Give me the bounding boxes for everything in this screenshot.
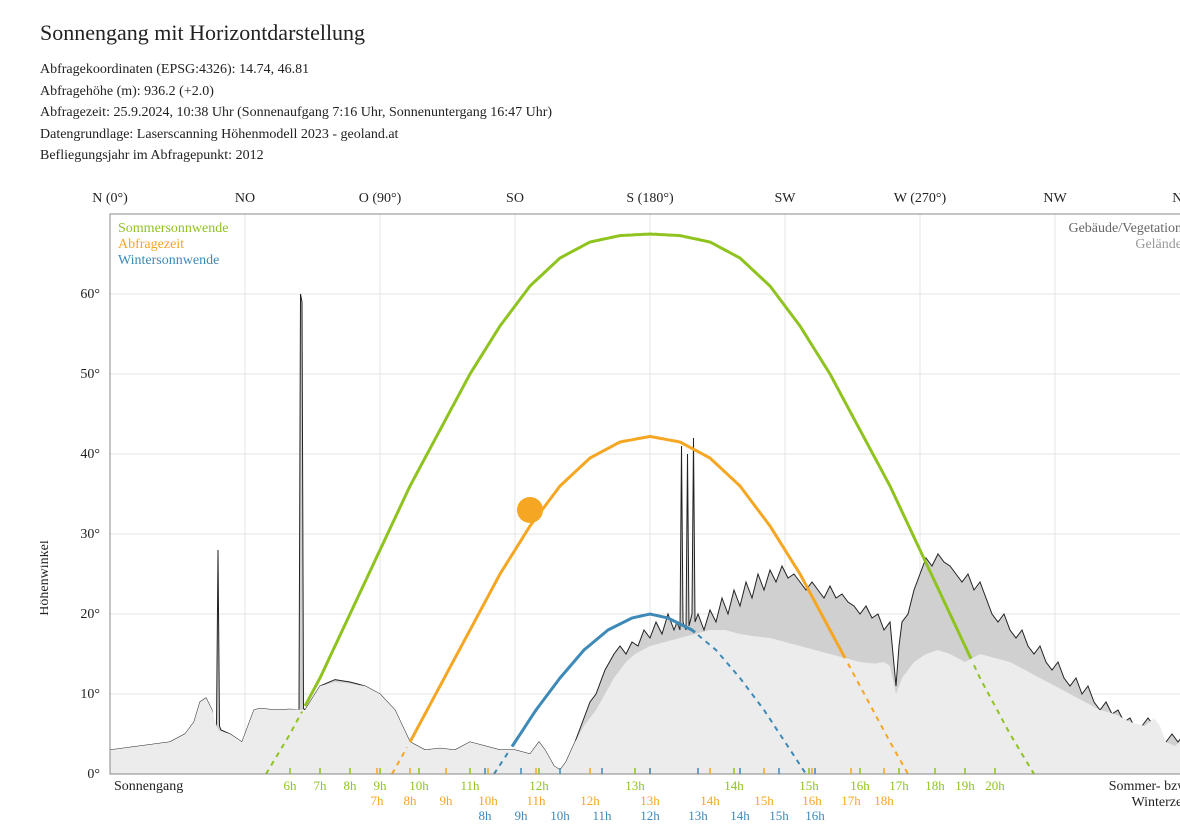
hour-label: 15h: [754, 793, 774, 808]
legend-summer: Sommersonnwende: [118, 221, 228, 236]
compass-label: S (180°): [626, 191, 674, 206]
page-title: Sonnengang mit Horizontdarstellung: [40, 20, 1140, 46]
hour-label: 11h: [460, 778, 480, 793]
hour-label: 7h: [371, 793, 385, 808]
hour-label: 10h: [409, 778, 429, 793]
ytick-label: 20°: [80, 607, 100, 622]
compass-label: N (0°): [92, 191, 128, 206]
compass-label: O (90°): [359, 191, 402, 206]
compass-label: NW: [1043, 191, 1067, 206]
meta-flight: Befliegungsjahr im Abfragepunkt: 2012: [40, 146, 1140, 166]
legend-vegetation: Gebäude/Vegetation: [1068, 221, 1180, 236]
hour-label: 13h: [625, 778, 645, 793]
hour-label: 17h: [889, 778, 909, 793]
hour-label: 14h: [700, 793, 720, 808]
hour-label: 12h: [580, 793, 600, 808]
ytick-label: 10°: [80, 687, 100, 702]
legend-winter: Wintersonnwende: [118, 253, 219, 268]
hour-label: 16h: [850, 778, 870, 793]
legend-land: Gelände: [1135, 237, 1180, 252]
meta-coords: Abfragekoordinaten (EPSG:4326): 14.74, 4…: [40, 60, 1140, 80]
hour-label: 12h: [529, 778, 549, 793]
yaxis-title: Höhenwinkel: [40, 540, 52, 616]
hour-label: 15h: [799, 778, 819, 793]
hour-label: 14h: [724, 778, 744, 793]
hour-label: 17h: [841, 793, 861, 808]
meta-source: Datengrundlage: Laserscanning Höhenmodel…: [40, 125, 1140, 145]
sun-marker: [517, 497, 543, 523]
legend-query: Abfragezeit: [118, 237, 184, 252]
meta-time: Abfragezeit: 25.9.2024, 10:38 Uhr (Sonne…: [40, 103, 1140, 123]
hour-label: 6h: [284, 778, 298, 793]
sun-path-chart: N (0°)NOO (90°)SOS (180°)SWW (270°)NWN (…: [40, 184, 1140, 834]
ytick-label: 30°: [80, 527, 100, 542]
hour-label: 10h: [478, 793, 498, 808]
hour-label: 9h: [440, 793, 454, 808]
hour-label: 20h: [985, 778, 1005, 793]
hour-label: 8h: [344, 778, 358, 793]
compass-label: W (270°): [894, 191, 947, 206]
ytick-label: 0°: [87, 767, 100, 782]
compass-label: SO: [506, 191, 524, 206]
hour-label: 18h: [925, 778, 945, 793]
ytick-label: 60°: [80, 287, 100, 302]
corner-sonnengang: Sonnengang: [114, 779, 183, 794]
compass-label: SW: [775, 191, 797, 206]
hour-label: 11h: [526, 793, 546, 808]
corner-season-bot: Winterzeit: [1131, 795, 1180, 810]
hour-label: 18h: [874, 793, 894, 808]
ytick-label: 40°: [80, 447, 100, 462]
compass-label: N (0°): [1172, 191, 1180, 206]
chart-svg: N (0°) NO O (90°) SO S (180°) SW W (270°) NW N (…: [40, 184, 1180, 834]
meta-height: Abfragehöhe (m): 936.2 (+2.0): [40, 82, 1140, 102]
hour-label: 19h: [955, 778, 975, 793]
hour-label: 8h: [404, 793, 418, 808]
corner-season-top: Sommer- bzw.: [1109, 779, 1180, 794]
hour-label: 16h: [802, 793, 822, 808]
hour-label: 9h: [374, 778, 388, 793]
ytick-label: 50°: [80, 367, 100, 382]
hour-label: 13h: [640, 793, 660, 808]
compass-label: NO: [235, 191, 255, 206]
hour-label: 7h: [314, 778, 328, 793]
